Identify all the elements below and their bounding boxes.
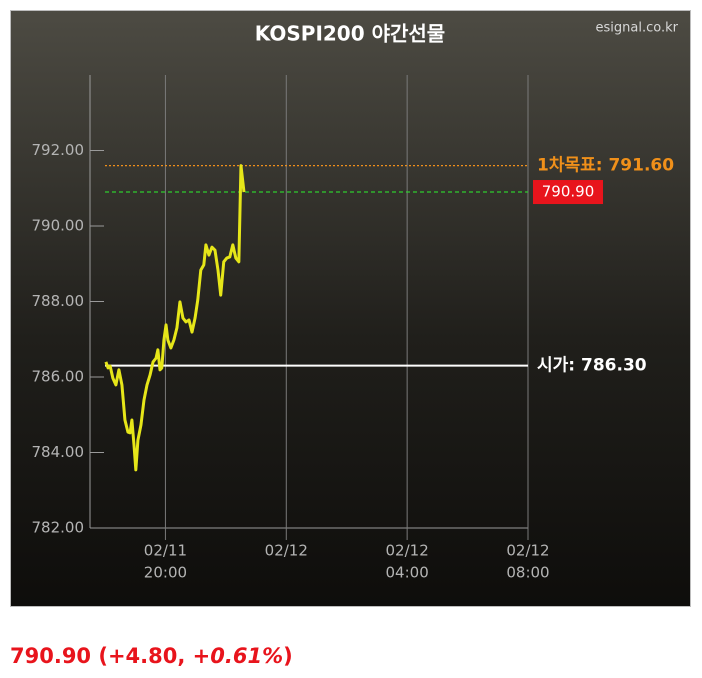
reference-label: 1차목표: 791.60: [537, 156, 674, 176]
y-tick-label: 792.00: [32, 141, 85, 159]
chart: KOSPI200 야간선물 esignal.co.kr 782.00 784.00…: [10, 10, 691, 607]
y-tick-label: 782.00: [32, 519, 85, 537]
price-change: 790.90 (+4.80,: [10, 644, 193, 668]
price-line: [104, 164, 246, 472]
chart-panel: [10, 10, 691, 607]
price-box: [533, 180, 603, 205]
x-tick-label: 02/12: [386, 542, 429, 560]
reference-label: 시가: 786.30: [537, 356, 647, 376]
reference-label: 790.90: [542, 183, 595, 201]
y-tick-label: 790.00: [32, 217, 85, 235]
y-tick-label: 788.00: [32, 292, 85, 310]
source: esignal.co.kr: [596, 21, 679, 36]
x-tick-label: 04:00: [386, 564, 429, 582]
x-tick-label: 02/12: [506, 542, 549, 560]
quote: 790.90 (+4.80, +0.61%): [10, 644, 293, 668]
y-tick-label: 786.00: [32, 368, 85, 386]
x-tick-label: 08:00: [506, 564, 549, 582]
quote-close: ): [283, 644, 293, 668]
x-tick-label: 02/12: [265, 542, 308, 560]
change-percent: +0.61%: [192, 644, 284, 668]
chart-title: KOSPI200 야간선물: [255, 22, 445, 46]
x-tick-label: 20:00: [144, 564, 187, 582]
x-tick-label: 02/11: [144, 542, 187, 560]
y-tick-label: 784.00: [32, 443, 85, 461]
